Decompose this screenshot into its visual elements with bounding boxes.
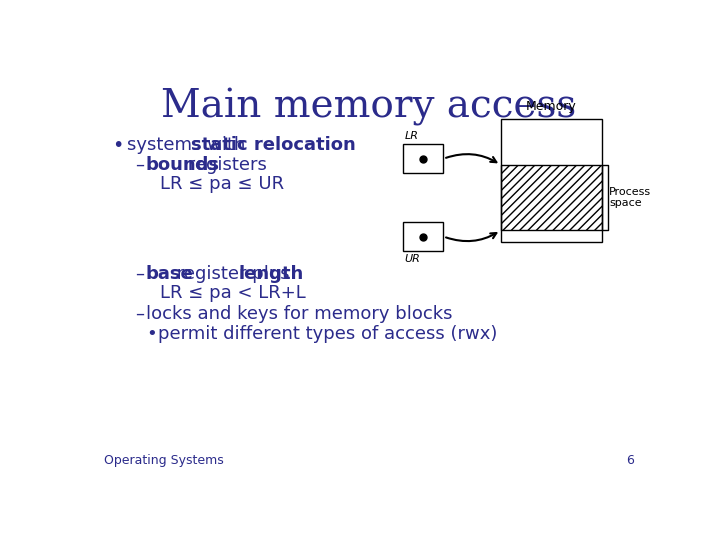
Text: Process
space: Process space bbox=[609, 187, 652, 208]
Text: length: length bbox=[239, 265, 304, 283]
Bar bbox=[500, 119, 601, 242]
Text: Operating Systems: Operating Systems bbox=[104, 454, 224, 467]
Text: –: – bbox=[135, 265, 144, 283]
Text: systems with: systems with bbox=[127, 136, 251, 154]
Text: bounds: bounds bbox=[145, 156, 220, 174]
Text: LR: LR bbox=[405, 131, 418, 141]
Text: LR ≤ pa ≤ UR: LR ≤ pa ≤ UR bbox=[160, 175, 284, 193]
Text: –: – bbox=[135, 305, 144, 323]
Text: UR: UR bbox=[405, 254, 420, 264]
Text: locks and keys for memory blocks: locks and keys for memory blocks bbox=[145, 305, 452, 323]
Text: LR ≤ pa < LR+L: LR ≤ pa < LR+L bbox=[160, 284, 305, 302]
Text: 6: 6 bbox=[626, 454, 634, 467]
Text: permit different types of access (rwx): permit different types of access (rwx) bbox=[158, 325, 498, 343]
Text: registers: registers bbox=[182, 156, 267, 174]
Bar bbox=[403, 222, 444, 251]
Bar bbox=[403, 144, 444, 173]
Text: •: • bbox=[112, 136, 123, 154]
Text: Memory: Memory bbox=[526, 99, 577, 112]
Text: base: base bbox=[145, 265, 194, 283]
Text: –: – bbox=[135, 156, 144, 174]
Text: static relocation: static relocation bbox=[191, 136, 356, 154]
Bar bbox=[500, 165, 601, 231]
Text: Main memory access: Main memory access bbox=[161, 88, 577, 126]
Text: register plus: register plus bbox=[171, 265, 295, 283]
Text: •: • bbox=[145, 325, 156, 343]
